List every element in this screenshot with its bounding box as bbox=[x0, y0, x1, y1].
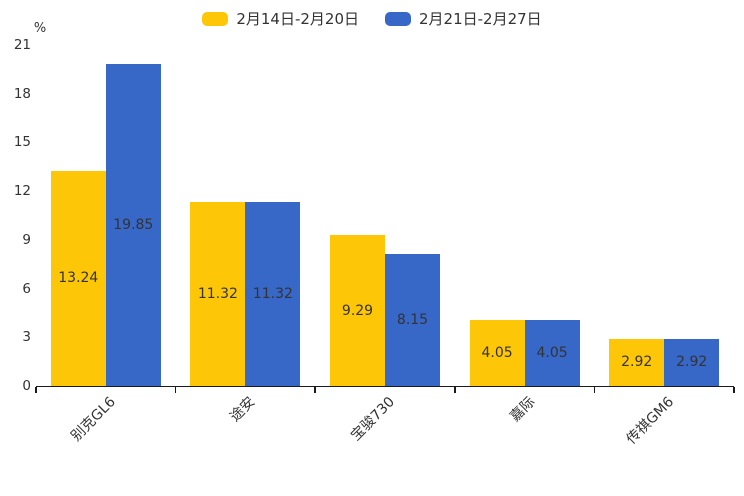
bar-value-label: 8.15 bbox=[396, 311, 429, 328]
x-axis-label: 嘉际 bbox=[506, 394, 538, 426]
bar: 19.85 bbox=[105, 63, 161, 386]
bar-value-label: 11.32 bbox=[197, 286, 238, 303]
y-axis-tick-label: 21 bbox=[13, 37, 31, 53]
bar: 13.24 bbox=[50, 171, 106, 386]
bar-value-label: 2.92 bbox=[676, 354, 708, 371]
bar: 2.92 bbox=[664, 338, 720, 386]
legend-item: 2月14日-2月20日 bbox=[202, 8, 359, 30]
bar-value-label: 19.85 bbox=[113, 216, 154, 233]
y-axis-tick-label: 18 bbox=[13, 85, 31, 102]
x-axis-label: 途安 bbox=[227, 394, 259, 426]
bar-value-label: 4.05 bbox=[481, 345, 513, 362]
x-axis-tick bbox=[593, 387, 596, 393]
legend-swatch bbox=[202, 12, 229, 26]
legend-label: 2月14日-2月20日 bbox=[236, 10, 359, 28]
bar-value-label: 9.29 bbox=[341, 302, 374, 319]
legend-item: 2月21日-2月27日 bbox=[385, 8, 542, 30]
x-axis-line bbox=[36, 385, 734, 388]
y-axis-unit-label: % bbox=[33, 21, 47, 36]
y-axis-tick-label: 3 bbox=[22, 329, 31, 346]
x-axis-label: 传祺GM6 bbox=[623, 394, 678, 448]
bar-value-label: 4.05 bbox=[536, 345, 568, 362]
legend: 2月14日-2月20日 2月21日-2月27日 bbox=[0, 8, 744, 30]
bar-value-label: 11.32 bbox=[252, 286, 293, 303]
bar: 11.32 bbox=[190, 202, 246, 386]
x-axis-tick bbox=[314, 387, 316, 393]
x-axis-label: 别克GL6 bbox=[68, 394, 120, 445]
bar-value-label: 13.24 bbox=[58, 270, 99, 287]
x-axis-label: 宝骏730 bbox=[348, 394, 399, 445]
y-axis-tick-label: 9 bbox=[22, 231, 31, 248]
bar: 8.15 bbox=[385, 253, 440, 386]
legend-label: 2月21日-2月27日 bbox=[419, 10, 542, 28]
y-axis-tick-label: 0 bbox=[22, 378, 31, 394]
bar: 2.92 bbox=[609, 338, 665, 386]
y-axis-tick-label: 12 bbox=[13, 183, 31, 200]
y-axis-tick-label: 6 bbox=[22, 280, 31, 297]
bar: 4.05 bbox=[524, 320, 580, 386]
bar: 4.05 bbox=[469, 320, 525, 386]
x-axis-tick bbox=[733, 387, 735, 393]
bar-value-label: 2.92 bbox=[621, 354, 653, 371]
legend-swatch bbox=[385, 12, 411, 26]
x-axis-tick bbox=[174, 387, 177, 393]
bar: 11.32 bbox=[245, 202, 301, 386]
bar: 9.29 bbox=[330, 235, 385, 386]
y-axis-tick-label: 15 bbox=[13, 134, 31, 151]
x-axis-tick bbox=[454, 387, 456, 393]
x-axis-tick bbox=[35, 387, 37, 393]
